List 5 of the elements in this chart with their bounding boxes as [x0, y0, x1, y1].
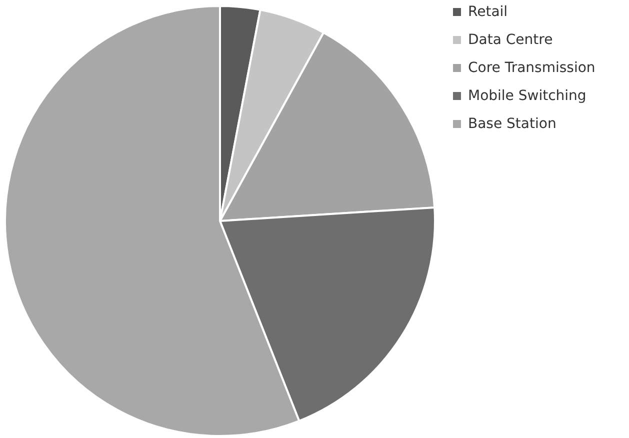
legend-label: Mobile Switching [468, 88, 586, 104]
legend-label: Base Station [468, 116, 556, 132]
legend-label: Retail [468, 4, 508, 20]
legend-label: Core Transmission [468, 60, 596, 76]
legend-label: Data Centre [468, 32, 553, 48]
